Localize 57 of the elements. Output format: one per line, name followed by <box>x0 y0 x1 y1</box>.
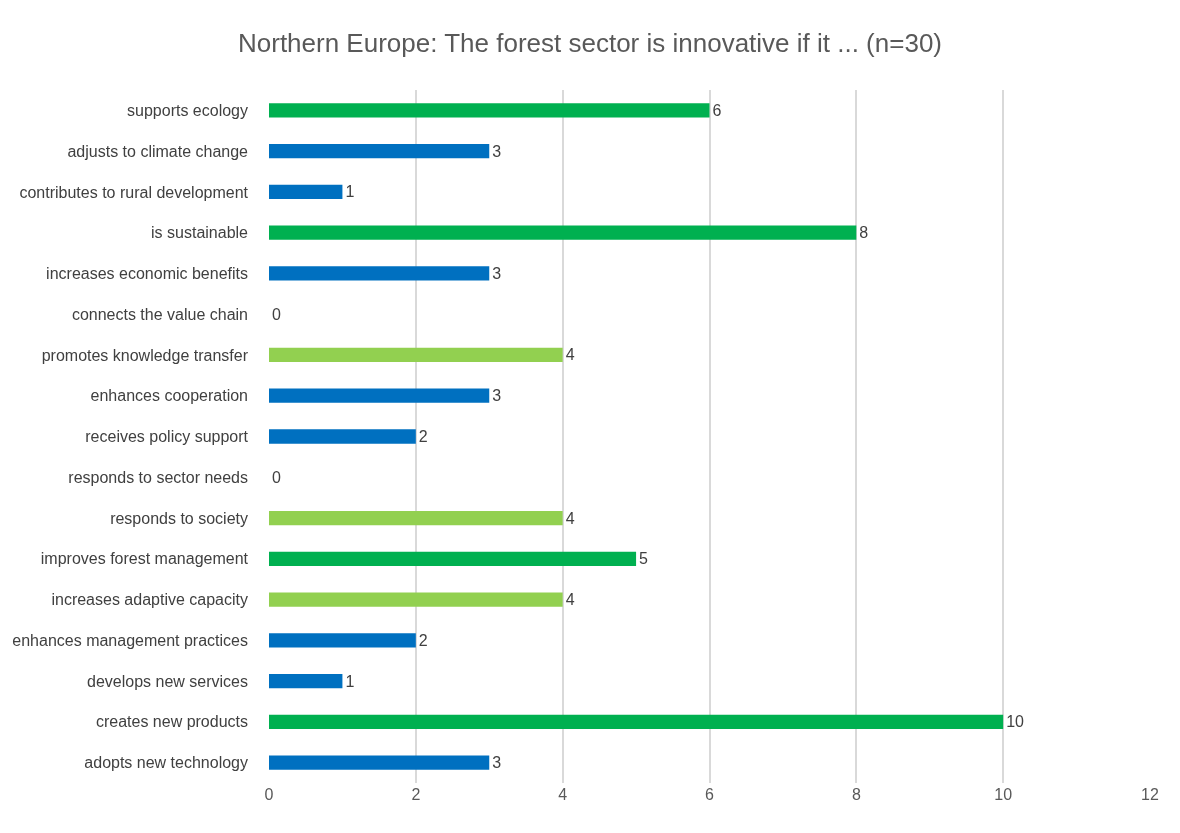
y-tick-label: promotes knowledge transfer <box>41 346 249 364</box>
bar <box>269 673 343 689</box>
bar <box>269 714 1004 729</box>
data-label: 10 <box>1006 713 1025 731</box>
y-tick-label: adopts new technology <box>84 754 248 772</box>
y-tick-label: increases economic benefits <box>46 265 248 283</box>
data-label: 3 <box>492 754 502 772</box>
chart-title: Northern Europe: The forest sector is innovative if it ... (n=30) <box>237 27 943 58</box>
y-tick-label: enhances management practices <box>12 631 248 649</box>
data-label: 1 <box>345 672 355 690</box>
x-tick-label: 12 <box>1141 786 1159 803</box>
x-tick-label: 8 <box>851 786 861 803</box>
data-label: 8 <box>859 224 869 242</box>
x-tick-label: 6 <box>705 786 715 803</box>
bar <box>269 266 490 281</box>
bar <box>269 184 343 200</box>
x-tick-label: 0 <box>264 786 274 803</box>
data-label: 4 <box>565 591 575 609</box>
bar <box>269 144 490 159</box>
x-tick-label: 4 <box>558 786 568 803</box>
data-label: 4 <box>565 346 575 364</box>
data-label: 0 <box>272 305 281 323</box>
bar <box>269 103 710 118</box>
bar <box>269 755 490 770</box>
data-label: 4 <box>565 509 575 527</box>
data-label: 2 <box>418 428 428 445</box>
y-tick-label: receives policy support <box>85 428 249 446</box>
bar <box>269 429 416 444</box>
y-tick-label: creates new products <box>95 713 248 731</box>
bar <box>269 592 563 607</box>
bar <box>269 347 563 363</box>
y-tick-label: develops new services <box>87 672 248 690</box>
y-tick-label: improves forest management <box>40 550 249 568</box>
y-tick-label: responds to society <box>110 509 248 527</box>
data-label: 0 <box>272 468 281 486</box>
y-tick-label: enhances cooperation <box>90 387 248 405</box>
y-tick-label: is sustainable <box>151 224 249 242</box>
data-label: 5 <box>639 550 649 568</box>
bar <box>269 225 857 240</box>
data-label: 3 <box>492 264 502 282</box>
x-tick-label: 10 <box>994 786 1013 803</box>
y-tick-label: responds to sector needs <box>68 468 248 486</box>
y-tick-label: contributes to rural development <box>19 183 249 201</box>
y-tick-label: connects the value chain <box>71 305 248 323</box>
bar <box>269 510 563 526</box>
y-tick-label: adjusts to climate change <box>67 142 249 160</box>
data-label: 3 <box>492 142 502 160</box>
y-tick-label: increases adaptive capacity <box>51 591 248 609</box>
data-label: 6 <box>712 101 722 119</box>
data-label: 3 <box>492 387 502 405</box>
bar <box>269 551 637 566</box>
y-tick-label: supports ecology <box>127 101 248 119</box>
bar <box>269 633 416 648</box>
data-label: 2 <box>418 631 428 649</box>
data-label: 1 <box>345 183 355 201</box>
bar <box>269 388 490 403</box>
x-tick-label: 2 <box>411 786 421 803</box>
